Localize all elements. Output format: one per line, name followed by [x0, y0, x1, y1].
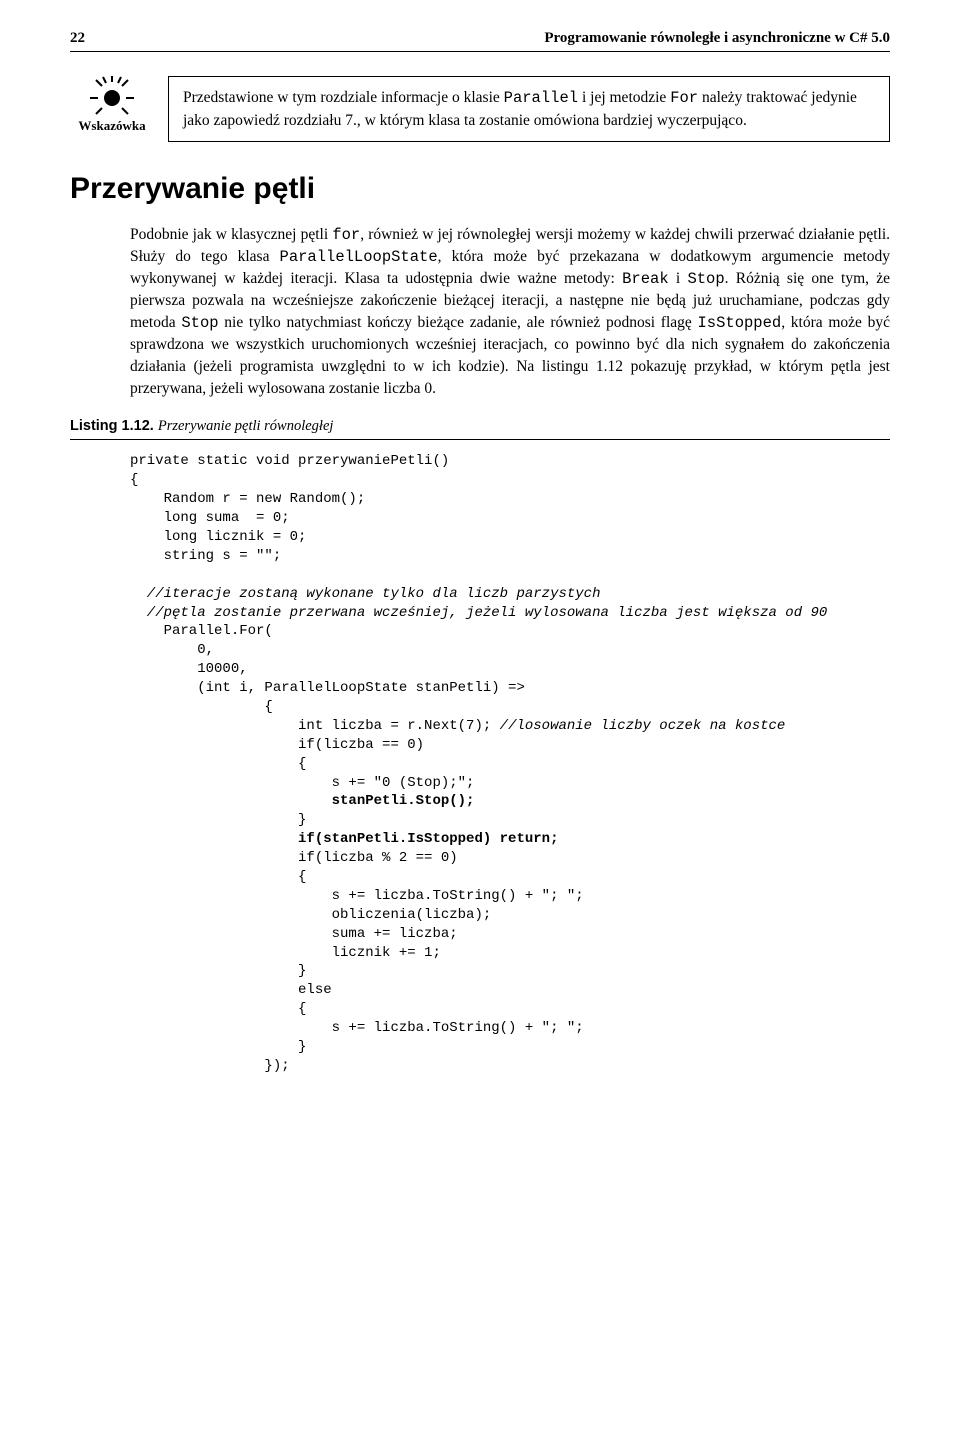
section-heading: Przerywanie pętli [70, 172, 890, 206]
tip-callout: Wskazówka Przedstawione w tym rozdziale … [70, 76, 890, 142]
listing-heading: Listing 1.12. Przerywanie pętli równoleg… [70, 418, 890, 440]
page-number: 22 [70, 30, 85, 47]
page-header: 22 Programowanie równoległe i asynchroni… [70, 30, 890, 52]
body-paragraph: Podobnie jak w klasycznej pętli for, rów… [130, 224, 890, 400]
header-title: Programowanie równoległe i asynchroniczn… [544, 30, 890, 47]
listing-label: Listing 1.12. [70, 418, 154, 434]
tip-label: Wskazówka [78, 118, 145, 134]
tip-text: Przedstawione w tym rozdziale informacje… [183, 89, 857, 129]
code-listing: private static void przerywaniePetli() {… [130, 452, 890, 1075]
listing-caption: Przerywanie pętli równoległej [158, 418, 334, 434]
tip-badge: Wskazówka [70, 76, 154, 142]
tip-box: Przedstawione w tym rozdziale informacje… [168, 76, 890, 142]
sun-icon [88, 76, 136, 116]
